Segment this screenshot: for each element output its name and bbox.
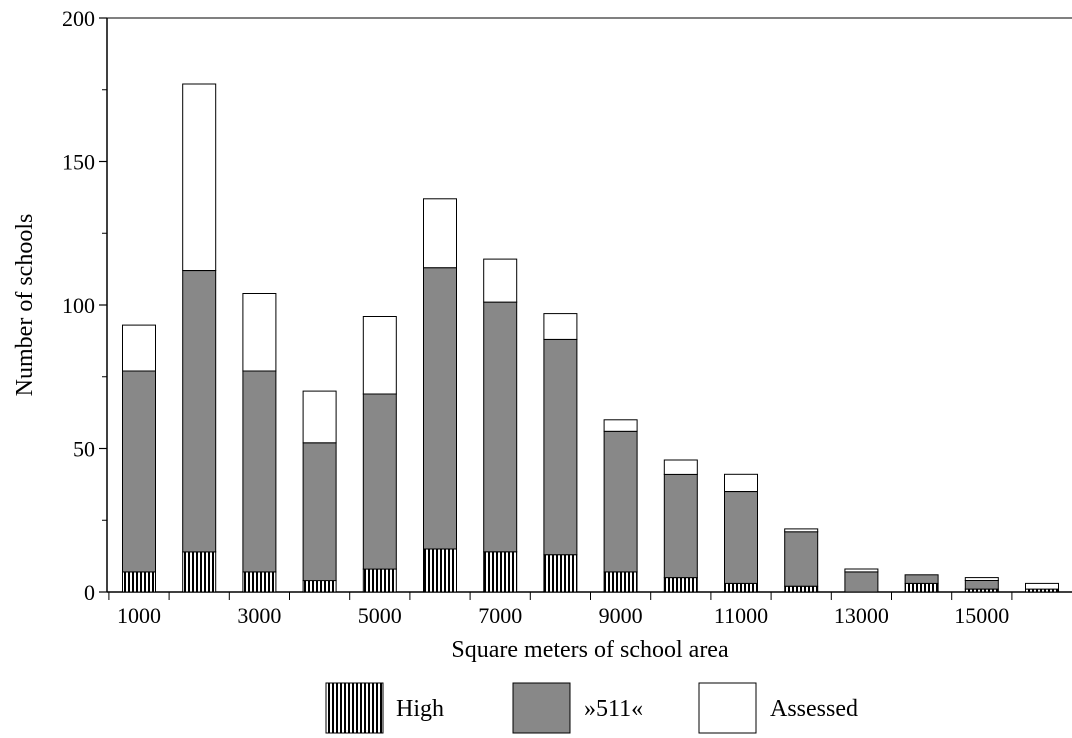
bar-3000-series-1	[242, 370, 277, 573]
bar-5000-series-2	[362, 316, 397, 395]
y-tick-label: 150	[62, 150, 95, 175]
bar-6000-series-0	[423, 548, 457, 593]
bar-9000-series-2	[603, 419, 638, 432]
bar-3000-series-2	[242, 293, 277, 372]
bar-6000-series-1	[423, 267, 457, 550]
bar-4000-series-0	[302, 580, 337, 593]
x-tick-label: 1000	[117, 603, 161, 628]
bar-10000-series-0	[663, 577, 698, 593]
x-tick-label: 11000	[714, 603, 768, 628]
bar-2000-series-1	[182, 270, 217, 553]
bar-10000-series-1	[663, 473, 698, 579]
bar-4000-series-1	[302, 442, 337, 582]
bar-12000-series-2	[784, 528, 819, 533]
x-ticks-group: 1000 3000 5000 7000 9000 11000 13000 15000	[108, 592, 1013, 628]
bar-7000-series-2	[483, 258, 518, 303]
bar-3000-series-0	[242, 571, 277, 593]
bar-7000-series-1	[483, 301, 518, 553]
legend-label-0: High	[396, 696, 444, 722]
legend-swatch-2	[698, 682, 757, 734]
bar-1000-series-1	[122, 370, 156, 573]
bar-11000-series-1	[724, 491, 758, 584]
bar-15000-series-2	[964, 577, 999, 581]
bar-14000-series-0	[904, 582, 939, 593]
bar-5000-series-0	[362, 568, 397, 593]
bar-16000-series-2	[1025, 582, 1059, 590]
bar-14000-series-1	[904, 574, 939, 584]
bar-12000-series-0	[784, 585, 819, 593]
y-ticks-group: 0 50 100 150 200	[62, 6, 107, 605]
y-axis-label: Number of schools	[12, 214, 38, 397]
bar-11000-series-2	[724, 473, 758, 492]
x-axis-label: Square meters of school area	[451, 637, 729, 663]
bar-1000-series-2	[122, 324, 156, 372]
legend-label-1: »511«	[584, 696, 643, 722]
legend-swatch-0	[325, 682, 384, 734]
bar-11000-series-0	[724, 582, 758, 593]
x-tick-label: 13000	[834, 603, 889, 628]
x-tick-label: 5000	[358, 603, 402, 628]
y-tick-label: 200	[62, 6, 95, 31]
x-tick-label: 3000	[237, 603, 281, 628]
y-tick-label: 100	[62, 293, 95, 318]
bar-7000-series-0	[483, 551, 518, 593]
bar-13000-series-2	[844, 568, 879, 573]
bar-9000-series-1	[603, 430, 638, 573]
bar-2000-series-0	[182, 551, 217, 593]
bar-6000-series-2	[423, 198, 457, 269]
legend: High »511« Assessed	[325, 682, 858, 734]
y-tick-label: 50	[73, 437, 95, 462]
x-tick-label: 9000	[599, 603, 643, 628]
bar-2000-series-2	[182, 83, 217, 271]
bar-9000-series-0	[603, 571, 638, 593]
bar-5000-series-1	[362, 393, 397, 570]
bar-8000-series-1	[543, 338, 578, 556]
bar-4000-series-2	[302, 390, 337, 444]
bar-1000-series-0	[122, 571, 156, 593]
bar-8000-series-0	[543, 554, 578, 593]
y-tick-label: 0	[84, 580, 95, 605]
bar-12000-series-1	[784, 531, 819, 587]
bar-8000-series-2	[543, 313, 578, 340]
bars-group	[122, 83, 1059, 593]
legend-swatch-1	[512, 682, 571, 734]
x-tick-label: 15000	[954, 603, 1009, 628]
bar-15000-series-1	[964, 580, 999, 590]
bar-13000-series-1	[844, 571, 879, 593]
x-tick-label: 7000	[478, 603, 522, 628]
bar-10000-series-2	[663, 459, 698, 475]
legend-label-2: Assessed	[770, 696, 858, 722]
